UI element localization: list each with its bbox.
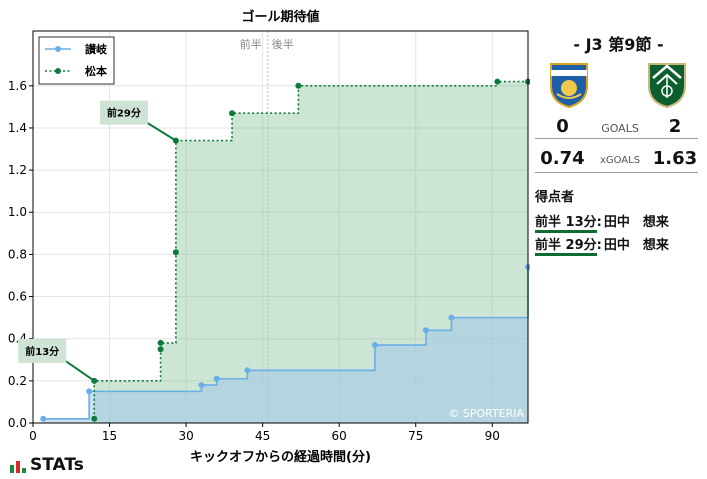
data-point	[91, 415, 98, 422]
x-axis-label: キックオフからの経過時間(分)	[190, 449, 371, 465]
area-home	[43, 267, 529, 423]
data-point	[229, 110, 236, 117]
scorer-2: 前半 29分: 田中 想来	[535, 234, 669, 256]
data-point	[295, 82, 302, 89]
data-point	[448, 314, 455, 321]
scorers-title: 得点者	[535, 190, 575, 205]
match-title: - J3 第9節 -	[573, 35, 664, 54]
scorer-name: 田中 想来	[603, 215, 669, 230]
scorer-1: 前半 13分: 田中 想来	[535, 211, 669, 233]
x-tick-label: 0	[29, 429, 37, 443]
data-point	[422, 327, 429, 334]
y-tick-label: 0.6	[8, 290, 27, 304]
home-xg: 0.74	[540, 148, 585, 169]
watermark: © SPORTERIA	[448, 407, 524, 420]
legend-marker	[55, 68, 61, 74]
data-point	[157, 339, 164, 346]
scorer-time: 前半 13分	[535, 215, 597, 233]
y-tick-label: 0.8	[8, 247, 27, 261]
away-score: 2	[668, 116, 682, 137]
y-tick-label: 1.6	[8, 79, 27, 93]
y-tick-label: 0.0	[8, 416, 27, 430]
x-tick-label: 90	[485, 429, 500, 443]
away-xg: 1.63	[652, 148, 698, 169]
match-panel: - J3 第9節 - 0 GOALS 2 0.74 xGOALS 1.63 得点…	[530, 0, 707, 479]
y-tick-label: 1.0	[8, 205, 27, 219]
y-tick-label: 0.2	[8, 374, 27, 388]
annotation-label: 前13分	[25, 345, 59, 358]
scorer-name: 田中 想来	[603, 238, 669, 253]
y-tick-label: 1.2	[8, 163, 27, 177]
chart-title: ゴール期待値	[241, 9, 319, 25]
xg-label: xGOALS	[599, 155, 641, 166]
stats-logo-icon	[10, 461, 26, 473]
y-tick-label: 1.4	[8, 121, 27, 135]
x-tick-label: 75	[408, 429, 423, 443]
data-point	[371, 342, 378, 349]
legend-box	[38, 36, 115, 85]
home-crest-icon	[550, 63, 588, 108]
legend-marker	[55, 46, 61, 52]
halftime-label-first: 前半	[240, 37, 262, 51]
divider	[535, 172, 698, 173]
x-tick-label: 15	[102, 429, 117, 443]
annotation-label: 前29分	[107, 107, 141, 120]
area-away	[94, 81, 528, 424]
home-score: 0	[556, 116, 569, 137]
annotation-pointer	[64, 360, 95, 382]
annotation-box	[99, 100, 148, 125]
data-point	[172, 249, 179, 256]
goals-label: GOALS	[601, 122, 639, 135]
x-tick-label: 45	[255, 429, 270, 443]
data-point	[86, 388, 93, 395]
data-point	[494, 78, 501, 85]
annotation-box	[18, 338, 67, 363]
annotation-pointer	[146, 121, 177, 142]
away-crest-icon	[648, 63, 686, 108]
data-point	[157, 346, 164, 353]
plot-frame	[32, 30, 529, 424]
scorer-time: 前半 29分	[535, 238, 597, 256]
divider	[535, 138, 698, 139]
legend-label: 松本	[85, 64, 107, 78]
data-point	[244, 367, 251, 374]
data-point	[40, 415, 47, 422]
legend-label: 讃岐	[85, 42, 108, 56]
data-point	[213, 375, 220, 382]
brand-name: STATs	[30, 455, 84, 475]
x-tick-label: 30	[178, 429, 193, 443]
data-point	[198, 382, 205, 389]
halftime-label-second: 後半	[272, 37, 294, 51]
x-tick-label: 60	[332, 429, 347, 443]
xg-chart: 前半 後半0 15 30 45 60 75 900.00.20.40.60.81.01.21.…	[8, 9, 530, 465]
